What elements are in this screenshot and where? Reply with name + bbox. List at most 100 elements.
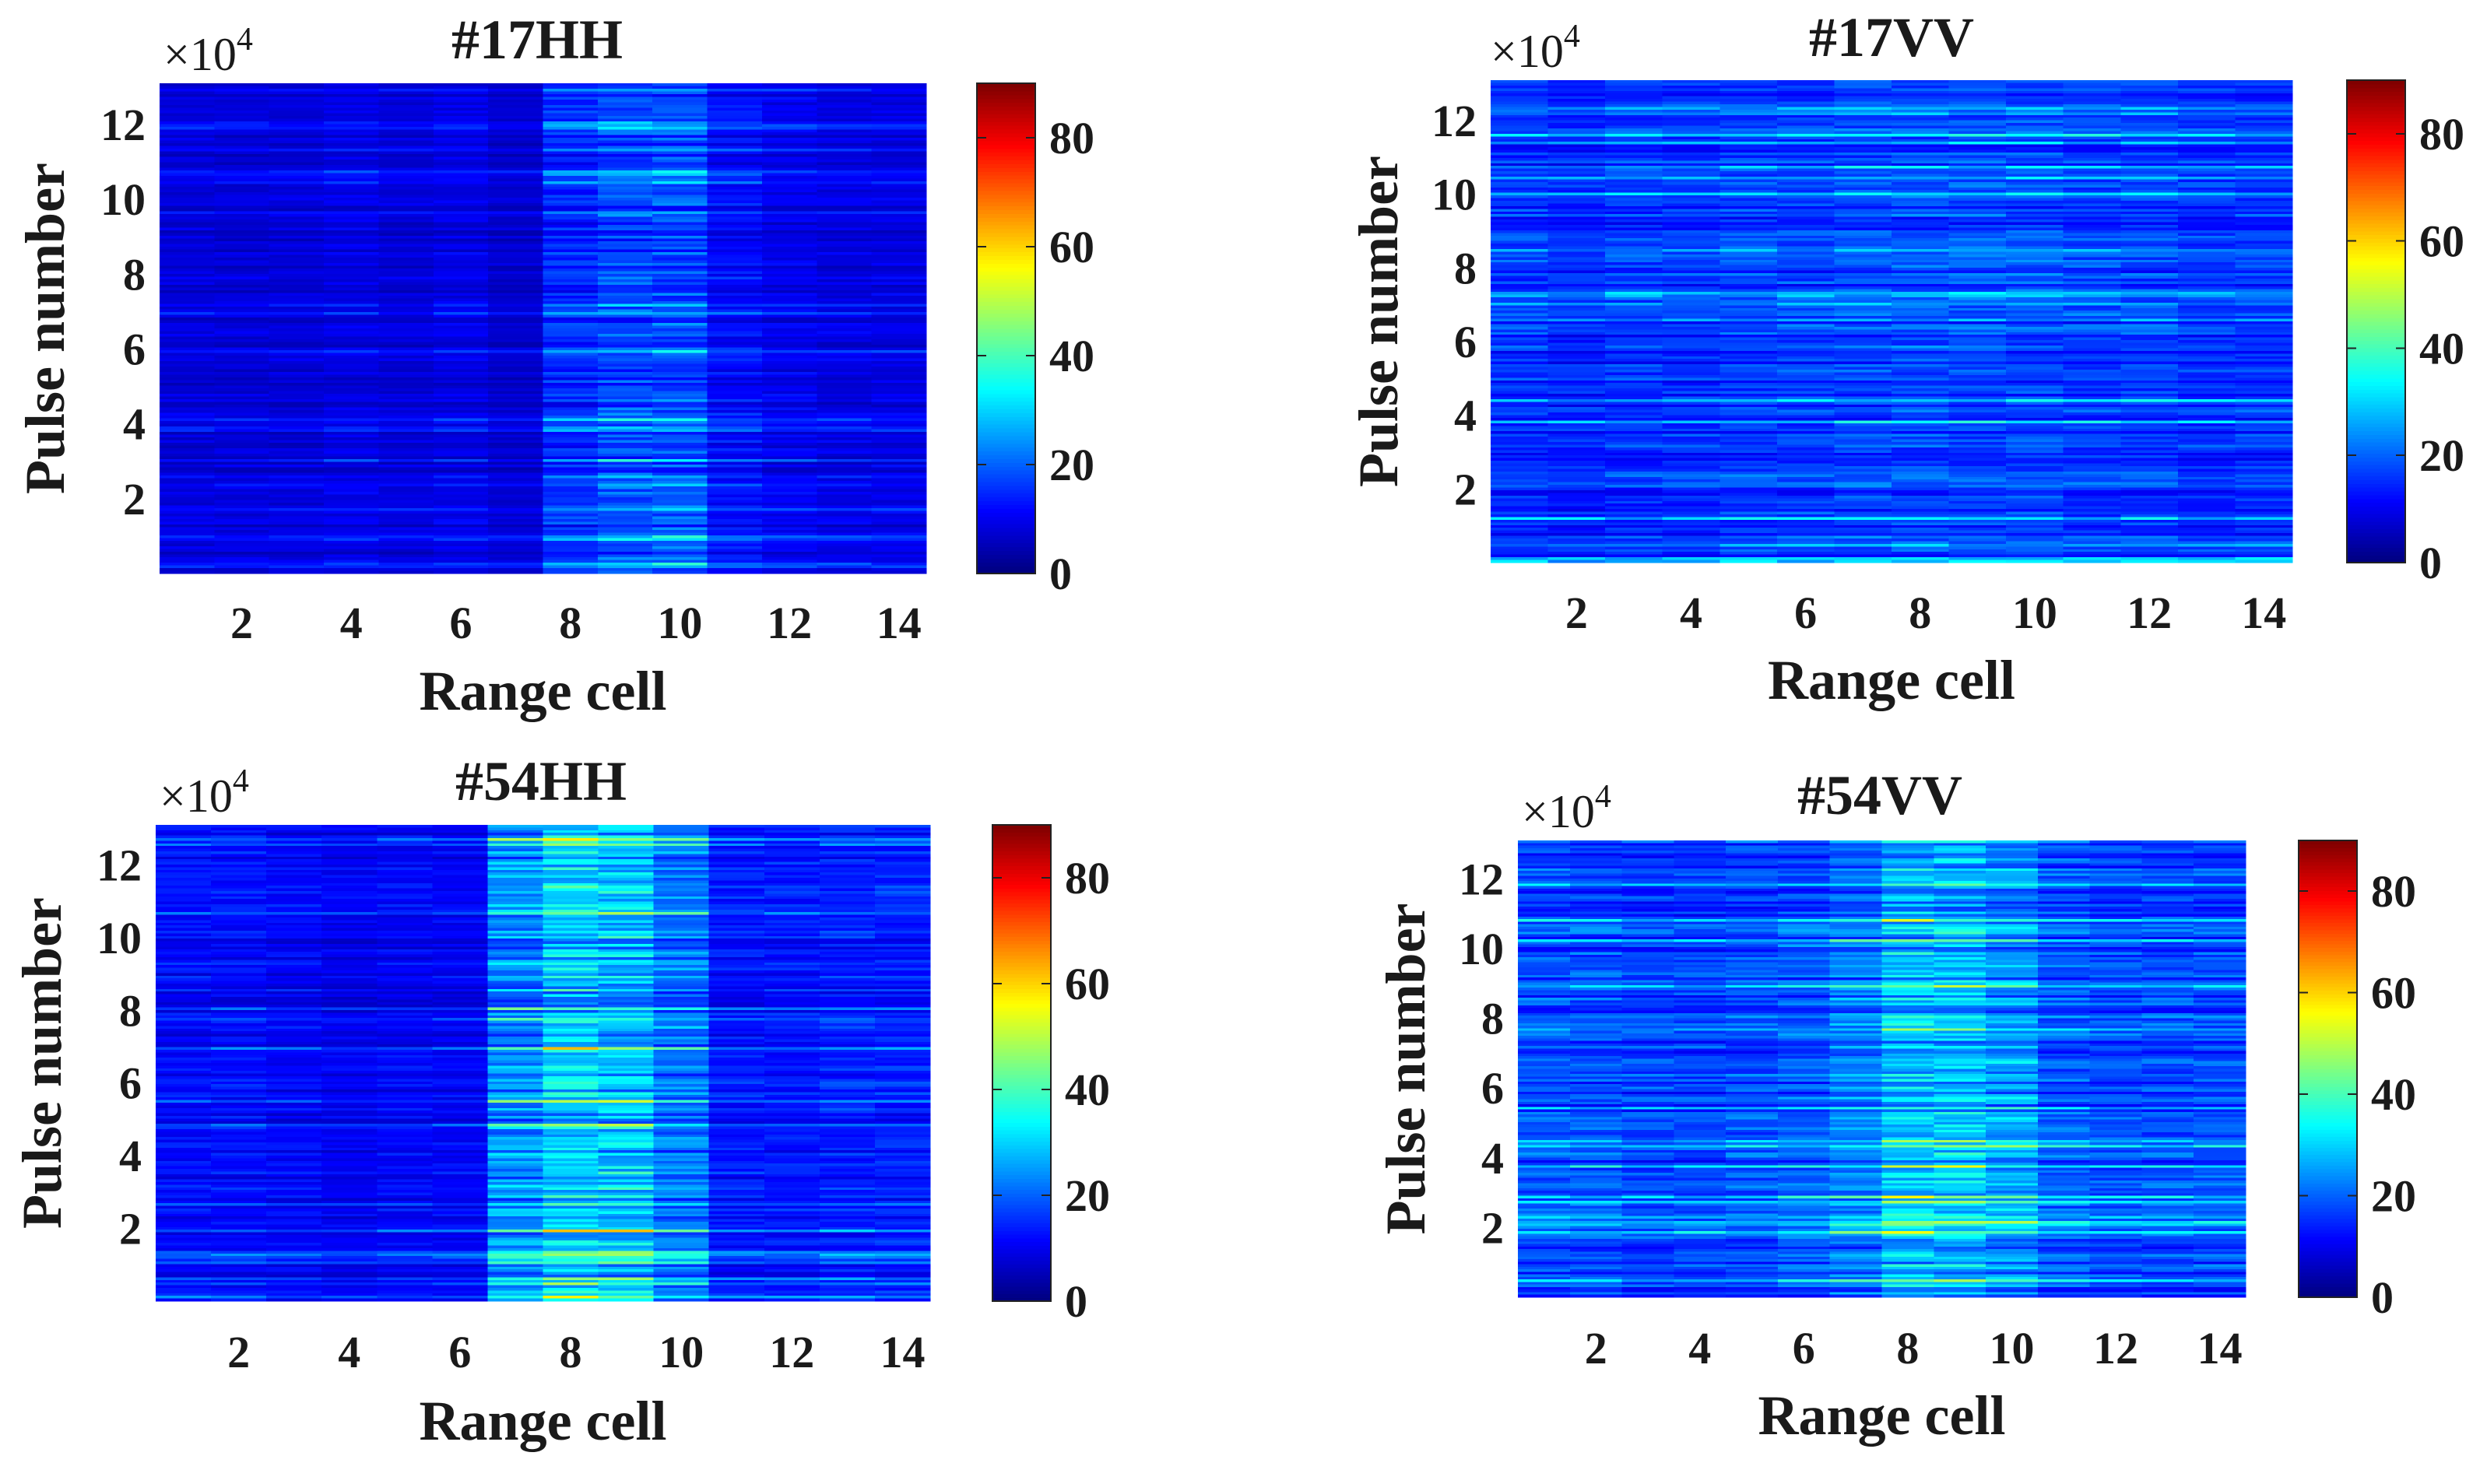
heatmap-cell (1719, 402, 1778, 405)
heatmap-cell (652, 176, 708, 180)
heatmap-cell (2063, 259, 2121, 263)
heatmap-cell (1547, 415, 1606, 419)
heatmap-cell (160, 265, 215, 269)
heatmap-cell (433, 282, 489, 286)
heatmap-cell (214, 334, 270, 338)
heatmap-cell (1892, 139, 1950, 142)
heatmap-cell (269, 538, 325, 542)
heatmap-cell (214, 89, 270, 93)
heatmap-cell (1491, 404, 1549, 408)
heatmap-cell (543, 187, 599, 191)
heatmap-cell (1662, 412, 1720, 416)
heatmap-cell (597, 314, 653, 318)
heatmap-cell (269, 258, 325, 261)
heatmap-cell (1719, 139, 1778, 142)
heatmap-cell (597, 219, 653, 223)
heatmap-cell (761, 184, 817, 188)
heatmap-cell (761, 160, 817, 163)
heatmap-cell (2063, 426, 2121, 430)
heatmap-cell (2063, 329, 2121, 333)
heatmap-cell (2006, 428, 2064, 432)
heatmap-cell (1834, 262, 1892, 266)
heatmap-cell (1776, 177, 1835, 181)
heatmap-cell (871, 230, 927, 234)
heatmap-cell (707, 138, 763, 142)
heatmap-cell (1605, 329, 1663, 333)
heatmap-cell (2006, 367, 2064, 370)
heatmap-cell (2120, 479, 2179, 483)
heatmap-cell (597, 287, 653, 291)
heatmap-cell (817, 342, 873, 346)
heatmap-cell (2177, 125, 2236, 129)
heatmap-cell (1948, 209, 2007, 212)
heatmap-cell (488, 334, 544, 338)
heatmap-cell (1719, 147, 1778, 151)
heatmap-cell (2120, 107, 2179, 111)
heatmap-cell (1547, 101, 1606, 105)
heatmap-cell (1892, 168, 1950, 172)
heatmap-cell (652, 557, 708, 561)
heatmap-cell (324, 345, 380, 349)
heatmap-cell (324, 497, 380, 501)
heatmap-cell (1834, 409, 1892, 413)
heatmap-cell (1948, 506, 2007, 510)
heatmap-cell (2177, 96, 2236, 100)
heatmap-cell (707, 100, 763, 103)
heatmap-cell (1491, 254, 1549, 258)
heatmap-cell (1662, 476, 1720, 480)
heatmap-cell (214, 176, 270, 180)
heatmap-cell (1834, 297, 1892, 301)
heatmap-cell (1491, 225, 1549, 229)
heatmap-cell (214, 486, 270, 490)
heatmap-cell (433, 156, 489, 160)
heatmap-cell (378, 298, 434, 302)
heatmap-cell (488, 165, 544, 169)
heatmap-cell (1547, 120, 1606, 124)
heatmap-cell (488, 560, 544, 563)
heatmap-cell (160, 312, 215, 316)
heatmap-cell (2063, 476, 2121, 480)
heatmap-cell (1834, 466, 1892, 470)
heatmap-cell (817, 176, 873, 180)
colorbar-tick-label: 40 (1049, 331, 1094, 381)
heatmap-cell (597, 497, 653, 501)
heatmap-cell (761, 268, 817, 272)
heatmap-cell (652, 345, 708, 349)
heatmap-cell (214, 274, 270, 278)
heatmap-cell (1892, 377, 1950, 381)
heatmap-cell (1719, 461, 1778, 465)
heatmap-cell (1776, 437, 1835, 440)
heatmap-cell (2177, 361, 2236, 365)
heatmap-cell (1662, 391, 1720, 395)
heatmap-cell (543, 287, 599, 291)
heatmap-cell (488, 279, 544, 283)
heatmap-cell (378, 143, 434, 147)
heatmap-cell (2120, 198, 2179, 202)
heatmap-cell (269, 124, 325, 128)
heatmap-cell (160, 374, 215, 378)
heatmap-cell (214, 331, 270, 335)
heatmap-cell (1776, 144, 1835, 148)
heatmap-cell (2063, 506, 2121, 510)
heatmap-cell (324, 475, 380, 479)
heatmap-cell (214, 461, 270, 465)
heatmap-cell (1605, 418, 1663, 422)
heatmap-cell (324, 219, 380, 223)
heatmap-cell (160, 399, 215, 403)
heatmap-cell (2120, 524, 2179, 528)
heatmap-cell (1547, 332, 1606, 335)
heatmap-cell (652, 94, 708, 98)
heatmap-cell (1491, 233, 1549, 237)
heatmap-cell (433, 486, 489, 490)
heatmap-cell (2177, 396, 2236, 400)
heatmap-cell (652, 274, 708, 278)
heatmap-cell (433, 314, 489, 318)
heatmap-cell (1662, 541, 1720, 545)
heatmap-cell (1948, 286, 2007, 290)
heatmap-cell (1892, 201, 1950, 205)
heatmap-cell (1776, 187, 1835, 191)
heatmap-cell (2120, 528, 2179, 532)
heatmap-cell (1662, 283, 1720, 287)
heatmap-cell (1491, 160, 1549, 164)
